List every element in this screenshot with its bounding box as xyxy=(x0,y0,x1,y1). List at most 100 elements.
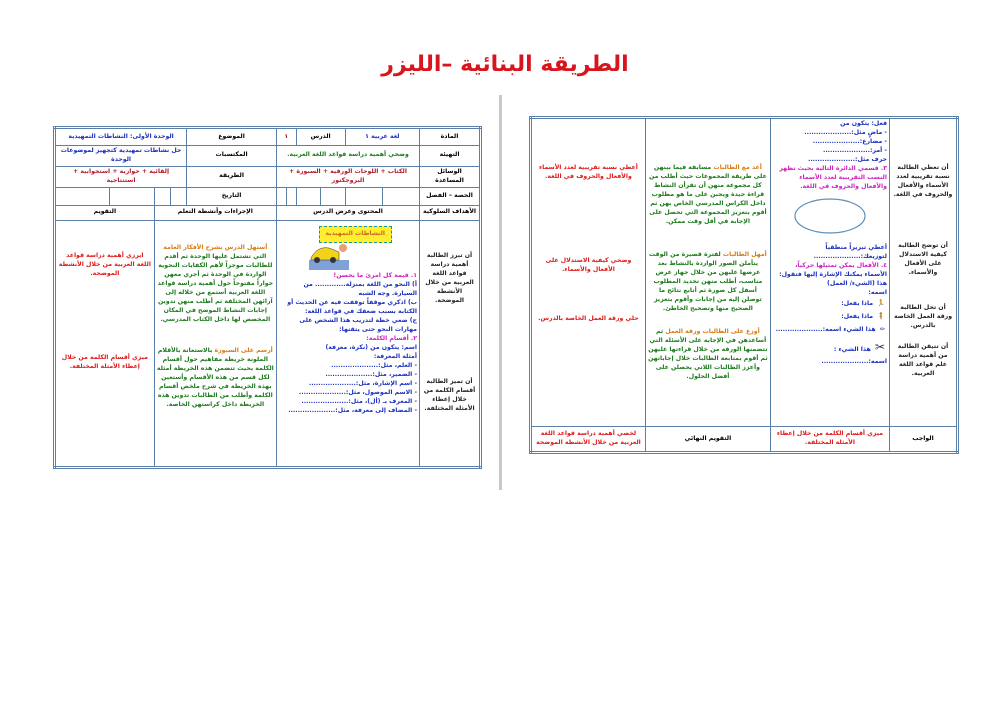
scissors-icon: ✂ xyxy=(874,339,885,354)
evaluation-item: ابرزي أهمية دراسة قواعد اللغة العربية من… xyxy=(58,251,151,277)
column-header: الأهداف السلوكية xyxy=(419,204,481,221)
procedure-lead: أعد مع الطالبات xyxy=(713,164,762,171)
content-line: حرف مثل:.................... xyxy=(807,155,887,163)
label: التهيئة xyxy=(419,145,481,167)
circle-shape xyxy=(794,198,866,234)
content-line: - مضارع:.................... xyxy=(812,137,887,145)
content-line: أ) النحو من اللغة بمنزلة............. من… xyxy=(303,280,418,297)
objectives-cell: أن تبرز الطالبة أهمية دراسة قواعد اللغة … xyxy=(419,219,481,469)
label: الطريقة xyxy=(186,165,277,188)
content-cell: النشاطات التمهيدية ١. قيمة كل امرئ ما يح… xyxy=(275,219,421,469)
illustration: النشاطات التمهيدية xyxy=(279,222,417,272)
value: إلقائية + حوارية + استجوابية + استنتاجية xyxy=(53,165,188,188)
label: المادة xyxy=(419,127,481,146)
procedure: أرسم على السبورة بالاستعانة بالأقلام الم… xyxy=(157,347,274,410)
content-line: اسمه:.................... xyxy=(821,358,887,366)
cell xyxy=(153,186,171,206)
objective: أن تتيقن الطالبة من أهمية دراسة علم قواع… xyxy=(897,342,949,377)
objective: أن تميز الطالبة أقسام الكلمة من خلال إعط… xyxy=(423,377,476,412)
content-text: هذا الشيء : xyxy=(833,345,871,353)
cell xyxy=(285,186,297,206)
content-line: ٤. الأفعال يمكن تمثيلها حركياً، xyxy=(795,261,887,269)
procedure-text: التي تشتمل عليها الوحدة ثم أقدم للطالبات… xyxy=(157,252,274,323)
procedures-cell: أعد مع الطالبات مسابقة فيما بينهن على طر… xyxy=(644,117,771,427)
content-line: - الاسم الموصول، مثل:...................… xyxy=(298,388,418,396)
objectives-cell: أن تعطي الطالبة نسبة تقريبية لعدد الأسما… xyxy=(889,117,958,427)
objective: أن تبرز الطالبة أهمية دراسة قواعد اللغة … xyxy=(425,251,474,304)
content-line: - الضمير، مثل:.................... xyxy=(325,370,418,378)
procedure-lead: أستهل الدرس بشرح الأفكار العامة xyxy=(163,243,268,251)
content-line: ١. قيمة كل امرئ ما يحسن! xyxy=(333,271,418,279)
objective: أن تعطي الطالبة نسبة تقريبية لعدد الأسما… xyxy=(893,164,953,198)
label: الموضوع xyxy=(186,127,277,146)
page-divider xyxy=(499,95,502,490)
label: التاريخ xyxy=(186,186,277,206)
content-line: - العلم، مثل:.................... xyxy=(331,361,418,369)
cell xyxy=(295,186,322,206)
procedure: أوزع على الطالبات ورقة العمل ثم أساعدهن … xyxy=(648,328,768,382)
evaluation-cell: أعطي نسبة تقريبية لعدد الأسماء والأفعال … xyxy=(530,117,646,427)
procedure-lead: أمهل الطالبات xyxy=(722,250,767,258)
content-line: ج) ضعي خطة لتدريب هذا الشخص على مهارات ا… xyxy=(299,316,418,333)
person-cartoon-icon: 🧍 xyxy=(877,312,885,320)
content-line: ✂ هذا الشيء : xyxy=(773,337,887,358)
cell xyxy=(344,186,383,206)
label: الدرس xyxy=(295,127,346,146)
content-line: ب) اذكري موقفاً توقفت فيه عن الحديث أو ا… xyxy=(287,298,418,315)
lesson-plan-table-right: أن تعطي الطالبة نسبة تقريبية لعدد الأسما… xyxy=(529,116,959,454)
content-line: - المعرف بـ (أل)، مثل:..................… xyxy=(301,397,418,405)
value: الوحدة الأولى: النشاطات التمهيدية xyxy=(53,127,188,146)
content-line: فعل: يتكون من xyxy=(840,120,887,127)
value: ١ xyxy=(275,127,297,146)
column-header: التقويم xyxy=(54,204,155,221)
cell xyxy=(54,186,110,206)
value: الكتاب + اللوحات الورقية + السبورة + الب… xyxy=(275,165,421,188)
homework-text: ميزي أقسام الكلمة من خلال إعطاء الأمثلة … xyxy=(769,426,891,453)
objective: أن تحل الطالبة ورقة العمل الخاصة بالدرس. xyxy=(893,303,953,329)
procedure-text: لفترة قصيرة من الوقت يتأملن الصور الوارد… xyxy=(648,250,763,312)
evaluation-item: وضحي كيفية الاستدلال على الأفعال والأسما… xyxy=(545,256,632,273)
procedure-text: ثم أساعدهن في الإجابة على الأسئلة التي ت… xyxy=(648,327,768,380)
evaluation-item: أعطي نسبة تقريبية لعدد الأسماء والأفعال … xyxy=(538,164,638,180)
cell xyxy=(275,186,287,206)
content-line: 🏃 ماذا يفعل: xyxy=(773,298,887,311)
content-line: اسمه: xyxy=(868,288,887,296)
content-line: أمثلة المعرفة: xyxy=(373,352,418,360)
label: المكتسبات xyxy=(186,145,277,167)
label: الوسائل المساعدة xyxy=(419,165,481,188)
content-text: ماذا يفعل: xyxy=(841,312,874,320)
final-evaluation-label: التقويم النهائي xyxy=(644,426,771,453)
procedure-lead: أرسم على السبورة xyxy=(214,346,273,354)
procedure-text: مسابقة فيما بينهن على طريقة المجموعات حي… xyxy=(649,164,767,225)
procedure: أعد مع الطالبات مسابقة فيما بينهن على طر… xyxy=(648,164,768,227)
cell xyxy=(381,186,421,206)
value: حل نشاطات تمهيدية كتجهيز لموضوعات الوحدة xyxy=(53,145,188,167)
content-line: 🧍 ماذا يفعل: xyxy=(773,311,887,324)
evaluation-cell: ابرزي أهمية دراسة قواعد اللغة العربية من… xyxy=(54,219,155,469)
homework-label: الواجب xyxy=(889,426,958,453)
content-line: اسم: يتكون من (نكرة، معرفة) xyxy=(325,343,418,351)
evaluation-item: ميزي أقسام الكلمة من خلال إعطاء الأمثلة … xyxy=(61,353,148,370)
content-line: الأسماء يمكنك الإشارة إليها فتقول: هذا (… xyxy=(779,270,887,287)
procedure: أمهل الطالبات لفترة قصيرة من الوقت يتأمل… xyxy=(648,251,768,314)
content-text: هذا الشيء اسمه:.................... xyxy=(775,325,876,333)
content-line: ✏ هذا الشيء اسمه:.................... xyxy=(773,324,887,337)
content-line: - أمر:.................... xyxy=(822,146,887,154)
cell xyxy=(108,186,155,206)
content-line: - المضاف إلى معرفة، مثل:................… xyxy=(288,406,418,414)
lesson-plan-table-left: المادة لغة عربية ١ الدرس ١ الموضوع الوحد… xyxy=(53,126,482,469)
column-header: المحتوى وعرض الدرس xyxy=(275,204,421,221)
cell xyxy=(169,186,188,206)
final-evaluation-text: لخصي أهمية دراسة قواعد اللغة العربية من … xyxy=(530,426,646,453)
content-cell: فعل: يتكون من - ماضٍ مثل:...............… xyxy=(769,117,891,427)
procedure: أستهل الدرس بشرح الأفكار العامة التي تشت… xyxy=(157,244,274,325)
car-icon xyxy=(308,243,349,270)
value: وضحي أهمية دراسة قواعد اللغة العربية. xyxy=(275,145,421,167)
content-line: ٣. قسمي الدائرة التالية بحيث تظهر النسب … xyxy=(779,164,887,190)
value: لغة عربية ١ xyxy=(344,127,421,146)
page-title: الطريقة البنائية –الليزر xyxy=(381,52,629,77)
procedure-text: بالاستعانة بالأقلام الملونة خريطة مفاهيم… xyxy=(156,346,274,408)
objective: أن توضح الطالبة كيفية الاستدلال على الأف… xyxy=(898,241,948,276)
pen-icon: ✏ xyxy=(879,325,885,333)
pie-circle xyxy=(773,196,887,240)
